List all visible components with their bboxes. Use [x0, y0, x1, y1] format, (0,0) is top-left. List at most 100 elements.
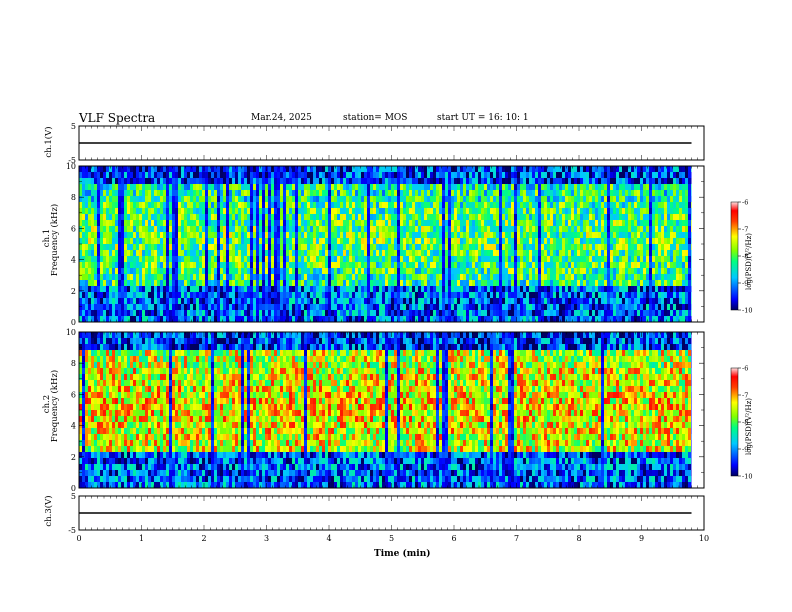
spectrogram-ch1-cell	[307, 208, 311, 215]
spectrogram-ch1-cell	[478, 208, 482, 215]
spectrogram-ch1-cell	[232, 244, 236, 251]
spectrogram-ch1-cell	[382, 196, 386, 203]
spectrogram-ch1-cell	[559, 214, 563, 221]
spectrogram-ch1-cell	[490, 184, 494, 191]
spectrogram-ch1-cell	[232, 280, 236, 287]
spectrogram-ch1-cell	[169, 280, 173, 287]
spectrogram-ch1-cell	[295, 250, 299, 257]
spectrogram-ch1-cell	[229, 238, 233, 245]
spectrogram-ch1-cell	[319, 196, 323, 203]
spectrogram-ch1-cell	[577, 310, 581, 317]
spectrogram-ch1-cell	[448, 316, 452, 323]
spectrogram-ch1-cell	[190, 304, 194, 311]
spectrogram-ch1-cell	[277, 268, 281, 275]
spectrogram-ch1-cell	[328, 202, 332, 209]
spectrogram-ch1-cell	[616, 268, 620, 275]
spectrogram-ch1-cell	[487, 196, 491, 203]
spectrogram-ch1-cell	[484, 274, 488, 281]
spectrogram-ch1-cell	[472, 280, 476, 287]
spectrogram-ch1-cell	[364, 178, 368, 185]
spectrogram-ch1-cell	[94, 172, 98, 179]
spectrogram-ch1-cell	[577, 244, 581, 251]
spectrogram-ch1-cell	[223, 190, 227, 197]
spectrogram-ch1-cell	[265, 280, 269, 287]
spectrogram-ch1-cell	[565, 172, 569, 179]
spectrogram-ch1-cell	[538, 310, 542, 317]
spectrogram-ch1-cell	[583, 298, 587, 305]
spectrogram-ch1-cell	[202, 244, 206, 251]
spectrogram-ch1-cell	[565, 244, 569, 251]
spectrogram-ch1-cell	[184, 196, 188, 203]
spectrogram-ch1-cell	[475, 226, 479, 233]
spectrogram-ch1-cell	[253, 280, 257, 287]
spectrogram-ch1-cell	[343, 172, 347, 179]
spectrogram-ch1-cell	[253, 304, 257, 311]
spectrogram-ch1-cell	[355, 178, 359, 185]
spectrogram-ch1-cell	[514, 178, 518, 185]
spectrogram-ch1-cell	[514, 262, 518, 269]
spectrogram-ch1-cell	[520, 262, 524, 269]
spectrogram-ch1-cell	[418, 184, 422, 191]
spectrogram-ch1-cell	[499, 292, 503, 299]
spectrogram-ch1-cell	[364, 292, 368, 299]
spectrogram-ch1-cell	[562, 172, 566, 179]
spectrogram-ch1-cell	[445, 262, 449, 269]
spectrogram-ch1-cell	[559, 274, 563, 281]
spectrogram-ch1-cell	[205, 226, 209, 233]
spectrogram-ch1-cell	[178, 226, 182, 233]
spectrogram-ch1-cell	[124, 190, 128, 197]
spectrogram-ch1-cell	[106, 262, 110, 269]
spectrogram-ch1-cell	[112, 316, 116, 323]
spectrogram-ch1-cell	[196, 304, 200, 311]
spectrogram-ch1-cell	[319, 292, 323, 299]
spectrogram-ch1-cell	[259, 238, 263, 245]
spectrogram-ch1-cell	[439, 232, 443, 239]
spectrogram-ch1-cell	[493, 280, 497, 287]
spectrogram-ch1-cell	[424, 262, 428, 269]
spectrogram-ch1-cell	[208, 304, 212, 311]
spectrogram-ch1-cell	[199, 298, 203, 305]
spectrogram-ch1-cell	[328, 292, 332, 299]
spectrogram-ch1-cell	[265, 268, 269, 275]
spectrogram-ch1-cell	[337, 184, 341, 191]
spectrogram-ch1-cell	[172, 244, 176, 251]
spectrogram-ch1-cell	[517, 220, 521, 227]
spectrogram-ch1-cell	[223, 232, 227, 239]
spectrogram-ch1-cell	[94, 208, 98, 215]
spectrogram-ch1-cell	[250, 244, 254, 251]
spectrogram-ch1-cell	[442, 184, 446, 191]
spectrogram-ch1-cell	[205, 244, 209, 251]
spectrogram-ch1-cell	[508, 190, 512, 197]
spectrogram-ch1-cell	[628, 274, 632, 281]
spectrogram-ch1-cell	[367, 298, 371, 305]
spectrogram-ch1-cell	[244, 226, 248, 233]
spectrogram-ch1-cell	[244, 262, 248, 269]
spectrogram-ch1-cell	[469, 250, 473, 257]
spectrogram-ch1-cell	[520, 310, 524, 317]
spectrogram-ch1-cell	[622, 256, 626, 263]
spectrogram-ch1-cell	[217, 262, 221, 269]
spectrogram-ch1-cell	[490, 202, 494, 209]
spectrogram-ch1-cell	[442, 172, 446, 179]
spectrogram-ch1-cell	[280, 310, 284, 317]
spectrogram-ch1-cell	[430, 316, 434, 323]
spectrogram-ch1-cell	[148, 184, 152, 191]
spectrogram-ch1-cell	[448, 304, 452, 311]
spectrogram-ch1-cell	[349, 292, 353, 299]
spectrogram-ch1-cell	[283, 268, 287, 275]
spectrogram-ch1-cell	[565, 286, 569, 293]
spectrogram-ch1-cell	[562, 292, 566, 299]
spectrogram-ch1-cell	[550, 274, 554, 281]
spectrogram-ch1-cell	[607, 190, 611, 197]
spectrogram-ch1-cell	[376, 226, 380, 233]
spectrogram-ch1-cell	[82, 268, 86, 275]
spectrogram-ch1-cell	[409, 190, 413, 197]
spectrogram-ch1-cell	[538, 190, 542, 197]
spectrogram-ch1-cell	[403, 286, 407, 293]
spectrogram-ch1-cell	[100, 172, 104, 179]
spectrogram-ch1-cell	[328, 220, 332, 227]
spectrogram-ch1-cell	[568, 238, 572, 245]
spectrogram-ch1-cell	[457, 274, 461, 281]
spectrogram-ch1-cell	[553, 184, 557, 191]
spectrogram-ch1-cell	[208, 286, 212, 293]
